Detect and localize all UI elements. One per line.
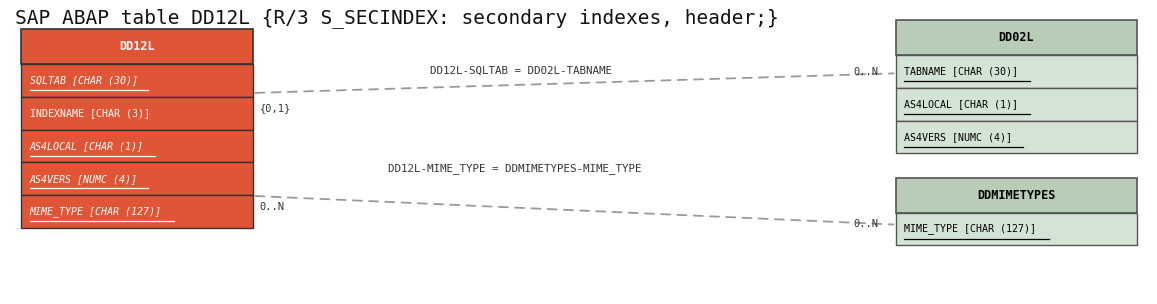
Text: MIME_TYPE [CHAR (127)]: MIME_TYPE [CHAR (127)]	[30, 206, 162, 217]
Text: AS4LOCAL [CHAR (1)]: AS4LOCAL [CHAR (1)]	[905, 99, 1018, 109]
Text: INDEXNAME [CHAR (3)]: INDEXNAME [CHAR (3)]	[30, 108, 149, 118]
Bar	[22, 162, 252, 195]
Text: AS4VERS [NUMC (4)]: AS4VERS [NUMC (4)]	[30, 174, 138, 184]
Bar	[897, 178, 1136, 212]
Text: DD12L-SQLTAB = DD02L-TABNAME: DD12L-SQLTAB = DD02L-TABNAME	[429, 65, 612, 75]
Bar	[897, 55, 1136, 88]
Bar	[897, 20, 1136, 55]
Text: MIME_TYPE [CHAR (127)]: MIME_TYPE [CHAR (127)]	[905, 223, 1037, 234]
Text: TABNAME [CHAR (30)]: TABNAME [CHAR (30)]	[905, 67, 1018, 77]
Text: SQLTAB [CHAR (30)]: SQLTAB [CHAR (30)]	[30, 76, 138, 86]
Bar	[22, 130, 252, 162]
Bar	[897, 88, 1136, 120]
Bar	[22, 64, 252, 97]
Text: SAP ABAP table DD12L {R/3 S_SECINDEX: secondary indexes, header;}: SAP ABAP table DD12L {R/3 S_SECINDEX: se…	[15, 8, 779, 28]
Text: {0,1}: {0,1}	[259, 103, 290, 113]
Text: 0..N: 0..N	[854, 67, 878, 78]
Bar	[897, 120, 1136, 153]
Bar	[22, 29, 252, 64]
Text: 0..N: 0..N	[259, 202, 285, 212]
Text: DD02L: DD02L	[998, 31, 1034, 44]
Text: 0..N: 0..N	[854, 219, 878, 229]
Bar	[22, 97, 252, 130]
Text: DDMIMETYPES: DDMIMETYPES	[978, 188, 1055, 202]
Text: DD12L-MIME_TYPE = DDMIMETYPES-MIME_TYPE: DD12L-MIME_TYPE = DDMIMETYPES-MIME_TYPE	[389, 163, 642, 174]
Text: AS4VERS [NUMC (4)]: AS4VERS [NUMC (4)]	[905, 132, 1012, 142]
Bar	[22, 195, 252, 228]
Text: DD12L: DD12L	[119, 40, 155, 53]
Bar	[897, 212, 1136, 245]
Text: AS4LOCAL [CHAR (1)]: AS4LOCAL [CHAR (1)]	[30, 141, 143, 151]
